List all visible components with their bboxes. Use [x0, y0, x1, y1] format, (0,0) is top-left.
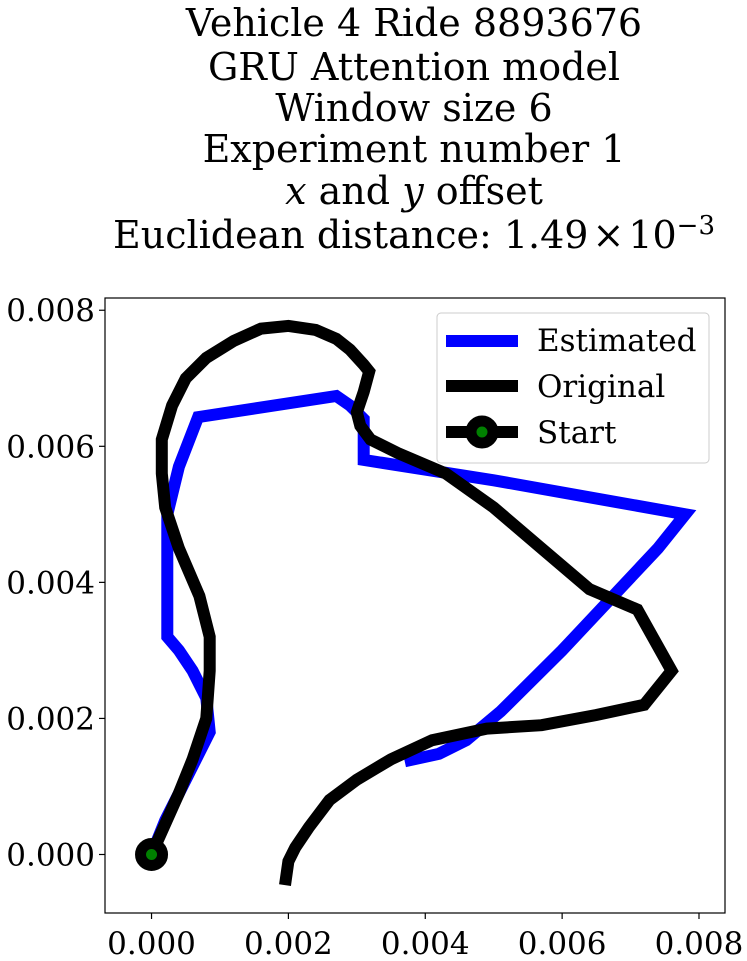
- y-tick-label: 0.004: [6, 565, 95, 601]
- x-tick-label: 0.004: [381, 926, 470, 961]
- title-and-word: and: [307, 169, 403, 213]
- title-line-2: GRU Attention model: [208, 45, 620, 89]
- title-distance-times: ×: [592, 213, 624, 257]
- legend-label-start: Start: [537, 415, 617, 451]
- x-tick-label: 0.002: [244, 926, 333, 961]
- title-distance-prefix: Euclidean distance:: [113, 213, 504, 257]
- x-axis-ticks: 0.000 0.002 0.004 0.006 0.008: [107, 913, 743, 961]
- title-line-4: Experiment number 1: [203, 127, 626, 171]
- title-line-1: Vehicle 4 Ride 8893676: [185, 1, 642, 45]
- title-distance-exponent: −3: [677, 211, 715, 241]
- x-tick-label: 0.008: [655, 926, 744, 961]
- title-line-3: Window size 6: [275, 86, 552, 130]
- legend-start-marker: [471, 421, 493, 443]
- legend-label-estimated: Estimated: [537, 323, 696, 359]
- title-distance-base: 10: [628, 213, 676, 257]
- x-tick-label: 0.006: [518, 926, 607, 961]
- y-tick-label: 0.002: [6, 701, 95, 737]
- title-distance-mantissa: 1.49: [504, 213, 589, 257]
- y-tick-label: 0.006: [6, 429, 95, 465]
- title-line-6: Euclidean distance: 1.49 × 10−3: [113, 211, 715, 257]
- y-tick-label: 0.008: [6, 293, 95, 329]
- title-line-5: x and y offset: [285, 169, 543, 213]
- legend-label-original: Original: [537, 369, 665, 405]
- title-offset-word: offset: [424, 169, 543, 213]
- x-tick-label: 0.000: [107, 926, 196, 961]
- y-axis-ticks: 0.000 0.002 0.004 0.006 0.008: [6, 293, 105, 873]
- start-marker: [141, 843, 163, 865]
- start-marker-group: [141, 843, 163, 865]
- y-tick-label: 0.000: [6, 837, 95, 873]
- title-x-variable: x: [285, 169, 306, 213]
- title-y-variable: y: [400, 169, 424, 213]
- chart-title: Vehicle 4 Ride 8893676 GRU Attention mod…: [113, 1, 715, 257]
- legend: Estimated Original Start: [437, 313, 709, 463]
